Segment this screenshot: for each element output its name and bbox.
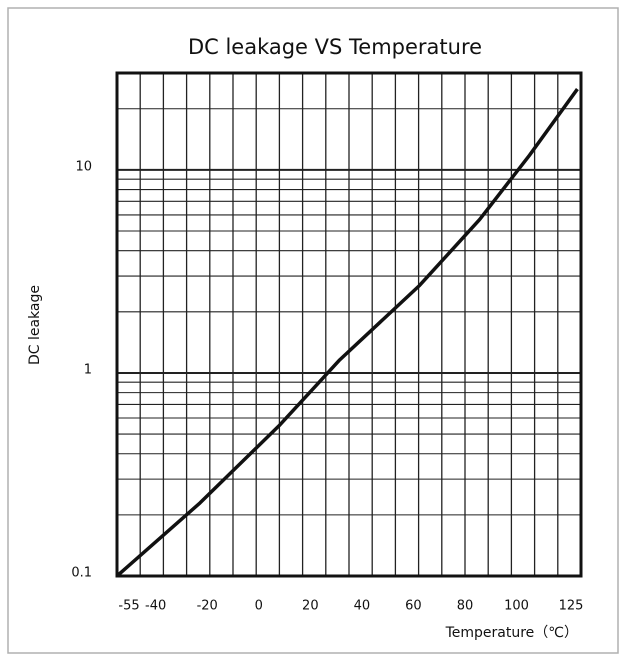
- y-tick-label: 1: [84, 362, 92, 377]
- chart-title: DC leakage VS Temperature: [188, 35, 482, 59]
- x-tick-label: -40: [145, 599, 166, 614]
- frame: [7, 7, 619, 654]
- line-series: [115, 88, 579, 578]
- x-axis-label: Temperature（℃）: [445, 625, 578, 641]
- x-tick-label: 100: [504, 599, 529, 614]
- y-axis-label: DC leakage: [27, 285, 43, 365]
- x-tick-label: -20: [197, 599, 218, 614]
- x-tick-label: 0: [255, 599, 263, 614]
- y-tick-label: 0.1: [71, 566, 92, 581]
- x-tick-label: 60: [405, 599, 422, 614]
- y-tick-label: 10: [75, 159, 92, 174]
- x-tick-label: 125: [559, 599, 584, 614]
- x-tick-label: 20: [302, 599, 319, 614]
- x-tick-label: -55: [118, 599, 139, 614]
- x-tick-label: 80: [457, 599, 474, 614]
- x-tick-label: 40: [354, 599, 371, 614]
- plot-frame: [115, 71, 583, 578]
